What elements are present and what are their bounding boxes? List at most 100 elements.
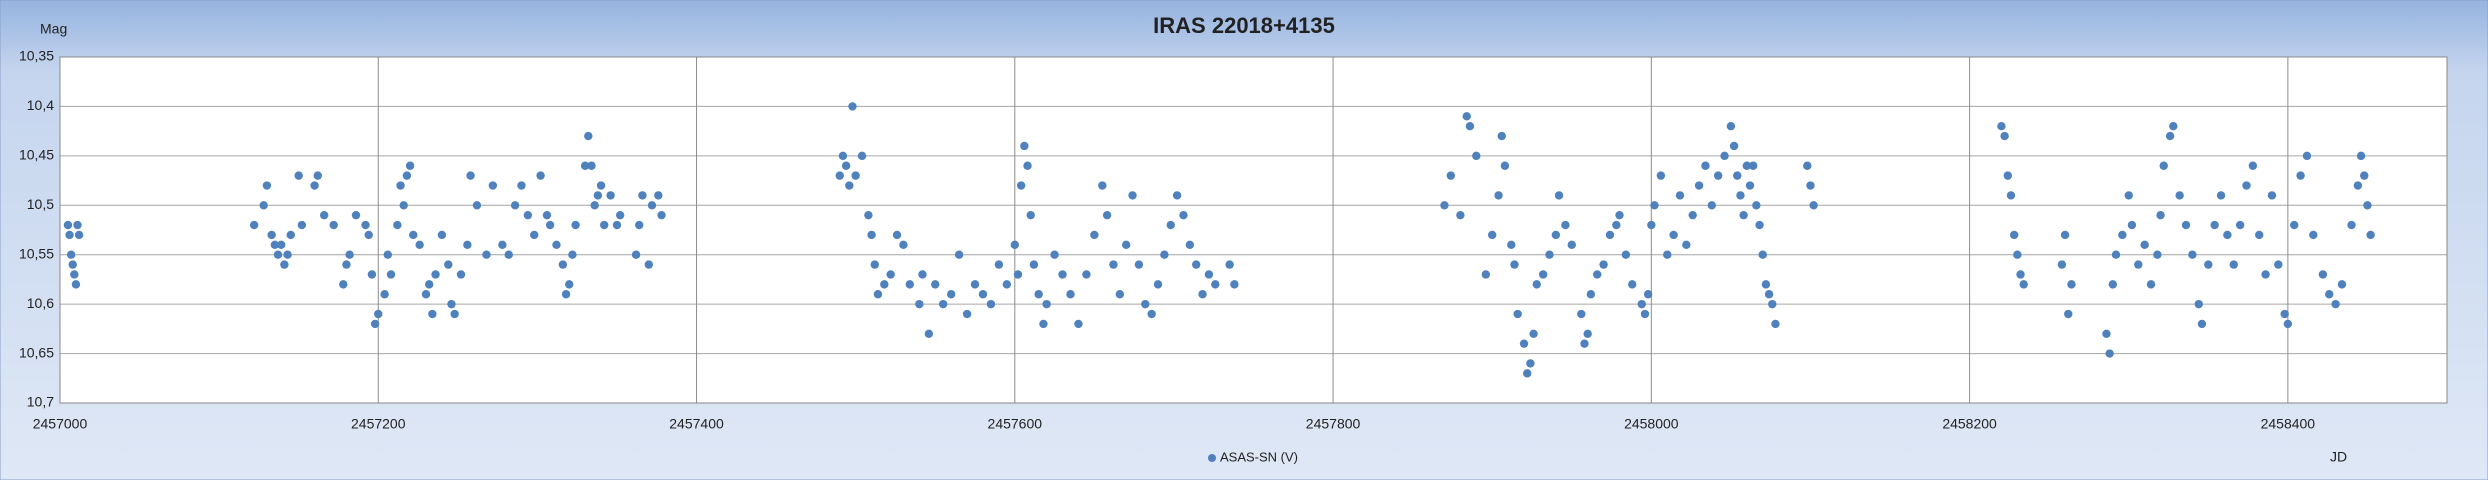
- data-point: [1748, 161, 1758, 170]
- data-point: [2356, 151, 2366, 161]
- data-point: [1551, 230, 1561, 240]
- data-point: [339, 280, 348, 289]
- data-point: [635, 220, 644, 230]
- data-point: [1013, 270, 1023, 279]
- y-tick-label: 10,65: [19, 344, 54, 360]
- data-point: [1694, 181, 1704, 190]
- data-point: [2169, 122, 2178, 131]
- legend-marker: [1208, 454, 1216, 462]
- data-point: [1529, 329, 1538, 338]
- data-point: [647, 201, 657, 210]
- data-point: [1561, 220, 1570, 230]
- data-point: [1532, 280, 1541, 289]
- data-point: [1465, 122, 1475, 131]
- data-point: [466, 171, 475, 180]
- data-point: [1771, 319, 1780, 329]
- data-point: [1567, 240, 1576, 250]
- data-point: [558, 260, 568, 269]
- data-point: [66, 250, 76, 259]
- data-point: [2194, 299, 2203, 309]
- data-point: [571, 220, 580, 230]
- x-tick-label: 2457400: [669, 416, 724, 432]
- data-point: [2057, 260, 2067, 269]
- x-tick-label: 2458000: [1624, 416, 1679, 432]
- data-point: [568, 250, 577, 259]
- data-point: [1997, 122, 2006, 131]
- data-point: [1688, 210, 1697, 220]
- data-point: [456, 270, 466, 279]
- data-point: [270, 240, 280, 250]
- data-point: [1446, 171, 1456, 180]
- data-point: [2325, 290, 2334, 299]
- data-point: [2274, 260, 2283, 269]
- data-point: [986, 299, 996, 309]
- data-point: [444, 260, 453, 269]
- data-point: [63, 220, 73, 230]
- data-point: [1628, 280, 1637, 289]
- y-tick-label: 10,7: [27, 394, 54, 410]
- data-point: [1462, 112, 1471, 121]
- data-point: [1026, 210, 1035, 220]
- data-point: [2229, 260, 2238, 269]
- data-point: [1803, 161, 1812, 170]
- data-point: [74, 230, 84, 240]
- data-point: [561, 290, 571, 299]
- data-point: [2363, 201, 2372, 210]
- data-point: [1147, 309, 1156, 319]
- data-point: [1745, 181, 1755, 190]
- data-point: [2337, 280, 2347, 289]
- data-point: [342, 260, 351, 269]
- data-point: [1729, 141, 1739, 151]
- data-point: [2197, 319, 2207, 329]
- data-point: [259, 201, 268, 210]
- data-point: [431, 270, 440, 279]
- data-point: [870, 260, 879, 269]
- data-point: [542, 210, 552, 220]
- data-point: [2347, 220, 2356, 230]
- data-point: [2296, 171, 2305, 180]
- data-point: [383, 250, 393, 259]
- data-point: [954, 250, 964, 259]
- data-point: [504, 250, 513, 259]
- data-point: [2140, 240, 2149, 250]
- y-tick-label: 10,55: [19, 245, 54, 261]
- data-point: [2105, 349, 2114, 358]
- data-point: [2016, 270, 2025, 279]
- y-tick-label: 10,4: [27, 97, 54, 113]
- data-point: [1090, 230, 1099, 240]
- y-tick-label: 10,35: [19, 48, 54, 64]
- data-point: [482, 250, 491, 259]
- data-point: [73, 220, 82, 230]
- data-point: [249, 220, 259, 230]
- y-tick-label: 10,6: [27, 295, 54, 311]
- data-point: [2248, 161, 2258, 170]
- data-point: [644, 260, 653, 269]
- data-point: [374, 309, 383, 319]
- data-point: [2280, 309, 2289, 319]
- data-point: [1510, 260, 1519, 269]
- data-point: [565, 280, 574, 289]
- x-tick-label: 2458200: [1942, 416, 1997, 432]
- data-point: [280, 260, 289, 269]
- data-point: [2067, 280, 2076, 289]
- data-point: [1456, 210, 1465, 220]
- data-point: [1755, 220, 1764, 230]
- data-point: [1500, 161, 1510, 170]
- data-point: [1198, 290, 1207, 299]
- data-point: [880, 280, 889, 289]
- data-point: [2204, 260, 2213, 269]
- x-tick-label: 2458400: [2261, 416, 2316, 432]
- plot-border: [59, 56, 2448, 404]
- plot-area: [60, 57, 2447, 403]
- data-point: [2064, 309, 2073, 319]
- data-point: [523, 210, 533, 220]
- data-point: [657, 210, 666, 220]
- data-point: [2331, 299, 2340, 309]
- data-point: [1669, 230, 1678, 240]
- data-point: [970, 280, 980, 289]
- data-point: [631, 250, 641, 259]
- data-point: [273, 250, 283, 259]
- data-point: [2353, 181, 2363, 190]
